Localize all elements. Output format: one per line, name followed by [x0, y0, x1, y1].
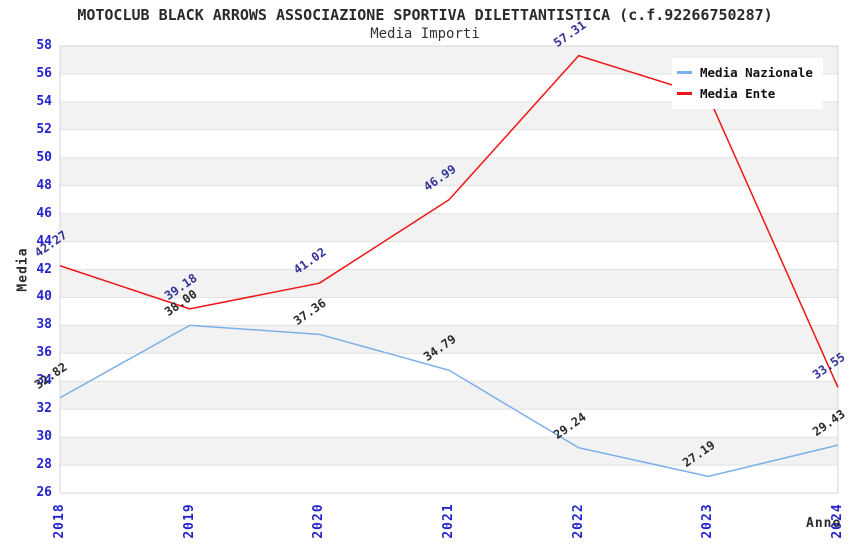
y-tick-label: 56: [36, 65, 52, 81]
legend: Media Nazionale Media Ente: [672, 58, 823, 109]
legend-line-swatch-icon: [677, 92, 692, 95]
y-tick-label: 46: [36, 205, 52, 221]
y-tick-label: 28: [36, 457, 52, 473]
x-tick-label: 2018: [52, 503, 67, 539]
x-tick-label: 2021: [441, 503, 456, 539]
y-tick-label: 48: [36, 177, 52, 193]
y-tick-label: 44: [36, 233, 52, 249]
grid-band: [60, 381, 838, 410]
y-tick-label: 36: [36, 345, 52, 361]
x-axis-title: Anno: [806, 516, 842, 531]
chart-subtitle: Media Importi: [370, 26, 480, 42]
x-tick-label: 2022: [570, 503, 586, 539]
y-tick-label: 26: [36, 485, 52, 500]
y-tick-label: 32: [36, 401, 52, 417]
y-tick-label: 50: [36, 149, 52, 165]
chart-title: MOTOCLUB BLACK ARROWS ASSOCIAZIONE SPORT…: [77, 6, 773, 24]
series-line-media-nazionale: [59, 324, 839, 478]
grid-band: [60, 213, 838, 242]
legend-line-swatch-icon: [677, 71, 692, 74]
legend-label: Media Ente: [700, 86, 776, 101]
y-tick-label: 54: [36, 93, 52, 109]
plot-border: [59, 45, 839, 494]
y-tick-label: 40: [36, 289, 52, 305]
y-tick-label: 38: [36, 317, 52, 333]
grid-band: [60, 437, 838, 466]
grid-band: [60, 325, 838, 354]
y-tick-label: 30: [36, 429, 52, 445]
legend-item: Media Nazionale: [677, 62, 813, 83]
grid-band: [60, 269, 838, 298]
x-tick-label: 2019: [181, 503, 197, 539]
legend-item: Media Ente: [677, 83, 813, 104]
x-tick-label: 2023: [700, 503, 716, 539]
y-tick-label: 34: [36, 373, 52, 389]
grid-band: [60, 157, 838, 186]
y-tick-label: 52: [36, 121, 52, 137]
y-tick-label: 42: [36, 261, 52, 277]
legend-label: Media Nazionale: [700, 65, 813, 80]
y-tick-label: 58: [36, 38, 52, 53]
x-tick-label: 2020: [311, 503, 327, 539]
